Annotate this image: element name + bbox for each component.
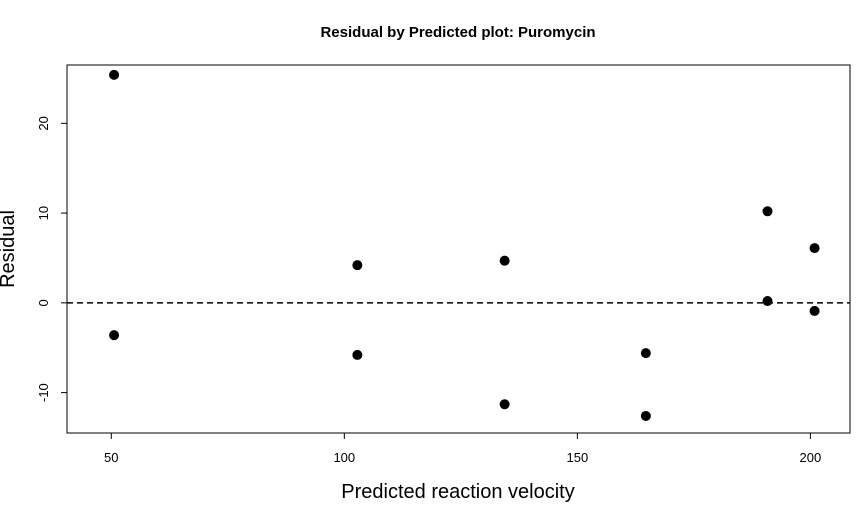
x-axis-label: Predicted reaction velocity [341,481,574,503]
y-axis: -10 0 10 20 [36,116,67,402]
data-point [640,348,651,359]
x-tick-label: 150 [566,450,588,465]
data-point [109,330,120,341]
x-tick-label: 50 [104,450,118,465]
x-axis: 50 100 150 200 [104,433,821,465]
x-tick-label: 200 [800,450,822,465]
plot-frame [66,64,851,434]
data-point [809,243,820,254]
data-point [640,410,651,421]
data-point [109,69,120,80]
y-axis-label: Residual [0,210,19,288]
data-point [352,260,363,271]
x-tick-label: 100 [333,450,355,465]
data-point [762,206,773,217]
chart-title: Residual by Predicted plot: Puromycin [320,24,595,41]
data-point [499,255,510,266]
data-points [109,69,820,421]
y-tick-label: -10 [36,383,51,402]
data-point [499,399,510,410]
y-tick-label: 10 [36,206,51,220]
data-point [352,349,363,360]
y-tick-label: 0 [36,299,51,306]
data-point [809,305,820,316]
data-point [762,296,773,307]
y-tick-label: 20 [36,116,51,130]
